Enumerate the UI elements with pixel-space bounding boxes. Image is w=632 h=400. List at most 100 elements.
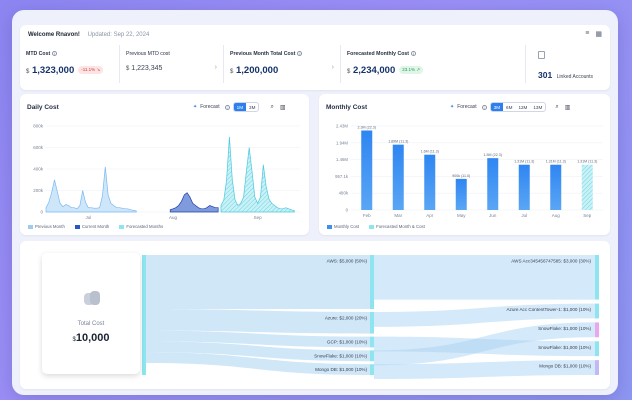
bar-sep[interactable] — [581, 164, 593, 210]
kpi-mtd-cost[interactable]: MTD Cost i $ 1,323,000 -11.1% ↘ — [20, 45, 120, 83]
range-13m[interactable]: 13M — [533, 104, 543, 110]
zoom-icon[interactable]: ⌕ — [270, 103, 274, 110]
forecast-label: Forecast — [200, 104, 220, 110]
forecast-label: Forecast — [457, 104, 477, 110]
x-tick-label: Feb — [363, 213, 371, 218]
legend-label: Current Month — [81, 224, 110, 229]
sankey-link[interactable] — [146, 309, 370, 334]
series-area-previous-month[interactable] — [45, 166, 137, 213]
sparkle-icon: ✦ — [193, 104, 198, 110]
bar-data-label: 1.6M (11.3) — [421, 150, 439, 154]
sankey-right-label: Azure Acc ContentTower-1: $1,000 (10%) — [506, 307, 591, 312]
y-tick-label: 600k — [33, 145, 44, 150]
range-12m[interactable]: 12M — [518, 104, 528, 110]
x-tick-label: Sep — [583, 213, 592, 218]
series-area-current-month[interactable] — [169, 192, 219, 213]
linked-count: 301 — [538, 70, 553, 80]
sankey-right-node[interactable] — [595, 303, 599, 319]
kpi-previous-month-total[interactable]: Previous Month Total Cost i $ 1,200,000 › — [224, 45, 341, 83]
sankey-link[interactable] — [146, 255, 370, 309]
sankey-mid-node[interactable] — [370, 364, 374, 375]
range-3m[interactable]: 3M — [490, 103, 504, 111]
updated-text: Updated: Sep 22, 2024 — [87, 32, 150, 38]
kpi-label: Forecasted Monthly Cost — [347, 51, 409, 57]
sankey-mid-node[interactable] — [370, 255, 374, 309]
bar-jun[interactable] — [487, 158, 499, 210]
sankey-right-label: SnowFlake: $1,000 (10%) — [538, 345, 591, 350]
sankey-link[interactable] — [146, 330, 370, 348]
bar-feb[interactable] — [361, 130, 373, 210]
daily-cost-chart: 800k 600k 400k 200k 0 Jul Aug Sep — [33, 124, 300, 220]
dashboard-window: Welcome Rnavon! Updated: Sep 22, 2024 ≡ … — [12, 10, 618, 395]
filter-icon[interactable]: ≡ — [585, 30, 590, 37]
range-6m[interactable]: 6M — [506, 104, 513, 110]
kpi-forecasted-monthly[interactable]: Forecasted Monthly Cost i $ 2,234,000 23.1… — [341, 45, 526, 83]
monthly-cost-panel: Monthly Cost ✦ Forecast i 3M 6M 12M 13M … — [319, 94, 610, 235]
bar-jul[interactable] — [518, 164, 530, 210]
total-cost-card[interactable]: Total Cost $10,000 — [42, 253, 140, 374]
bar-apr[interactable] — [424, 154, 436, 210]
sankey-link[interactable] — [374, 303, 595, 327]
kpi-label: MTD Cost — [26, 51, 51, 57]
sankey-right-node[interactable] — [595, 341, 599, 357]
x-tick-label: Mar — [394, 213, 402, 218]
currency-symbol: $ — [126, 66, 130, 72]
y-tick-label: 0 — [40, 210, 43, 215]
info-icon[interactable]: i — [410, 51, 416, 57]
trend-badge: -11.1% ↘ — [78, 66, 104, 75]
y-tick-label: 1.94M — [336, 140, 348, 145]
sankey-mid-node[interactable] — [370, 350, 374, 362]
currency-symbol: $ — [26, 69, 30, 75]
y-tick-label: 400k — [33, 167, 44, 172]
range-1m[interactable]: 1M — [233, 103, 247, 111]
sankey-link[interactable] — [374, 336, 595, 357]
sankey-link[interactable] — [374, 255, 595, 300]
sankey-mid-node[interactable] — [370, 312, 374, 334]
bar-data-label: 2.3M (22.3) — [358, 125, 376, 129]
grid-settings-icon[interactable]: ▦ — [595, 31, 602, 38]
kpi-label: Previous MTD cost — [126, 51, 170, 57]
bar-may[interactable] — [455, 178, 467, 210]
sankey-link[interactable] — [374, 360, 595, 380]
total-cost-label: Total Cost — [77, 321, 105, 327]
bar-data-label: 1.5M (22.3) — [484, 153, 502, 157]
kpi-linked-accounts[interactable]: 301 Linked Accounts — [526, 45, 610, 83]
monthly-cost-title: Monthly Cost — [326, 104, 368, 111]
legend-item: Forecasted Months — [119, 224, 163, 229]
daily-cost-title: Daily Cost — [27, 104, 59, 111]
info-icon[interactable]: i — [52, 51, 58, 57]
sankey-panel: AWS: $5,000 (50%) Azure: $2,000 (20%) GCP:… — [20, 241, 610, 389]
bar-mar[interactable] — [392, 144, 404, 210]
sankey-mid-label: Azure: $2,000 (20%) — [325, 316, 368, 321]
y-tick-label: 2.43M — [336, 124, 348, 129]
info-icon[interactable]: i — [224, 104, 230, 110]
sankey-link[interactable] — [146, 341, 370, 362]
sankey-right-node[interactable] — [595, 360, 599, 375]
coins-icon — [84, 291, 100, 307]
bar-aug[interactable] — [550, 164, 562, 210]
sankey-mid-node[interactable] — [370, 336, 374, 348]
welcome-text: Welcome Rnavon! — [28, 32, 80, 38]
info-icon[interactable]: i — [297, 51, 303, 57]
legend-item: Monthly Cost — [327, 224, 359, 229]
kpi-value: 1,323,000 — [31, 65, 75, 76]
info-icon[interactable]: i — [481, 104, 487, 110]
download-icon[interactable]: ▥ — [279, 104, 286, 111]
badge-text: 23.1% — [402, 67, 416, 73]
download-icon[interactable]: ▥ — [564, 104, 571, 111]
zoom-icon[interactable]: ⌕ — [555, 103, 559, 110]
legend-label: Forecasted Month & Cost — [376, 224, 425, 229]
linked-label: Linked Accounts — [556, 74, 594, 80]
chevron-right-icon: › — [214, 64, 217, 71]
sankey-mid-label: SnowFlake: $1,000 (10%) — [314, 353, 367, 358]
sankey-link[interactable] — [146, 352, 370, 375]
x-tick-label: Sep — [254, 215, 263, 220]
sankey-right-node[interactable] — [595, 255, 599, 300]
sankey-source-node[interactable] — [142, 255, 146, 375]
range-3m[interactable]: 3M — [249, 104, 256, 110]
y-tick-label: 200k — [33, 188, 44, 193]
series-area-forecasted-months[interactable] — [220, 136, 295, 213]
kpi-previous-mtd[interactable]: Previous MTD cost $ 1,223,345 › — [120, 45, 224, 83]
sankey-right-node[interactable] — [595, 322, 599, 338]
kpi-value: 1,200,000 — [235, 65, 279, 76]
